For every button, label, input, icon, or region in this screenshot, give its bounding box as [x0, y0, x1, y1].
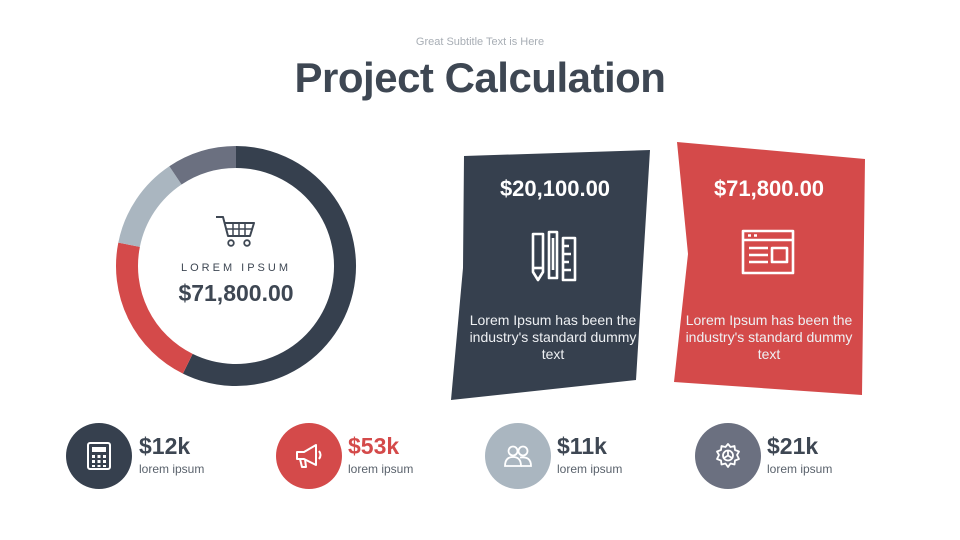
- stat-value: $53k: [348, 433, 400, 459]
- stat-label: lorem ipsum: [767, 462, 833, 476]
- page-title: Project Calculation: [294, 54, 666, 101]
- donut-chart: [116, 146, 356, 386]
- card-red-shape: [674, 142, 865, 395]
- browser-window-icon: [741, 229, 795, 275]
- stat-value: $21k: [767, 433, 819, 459]
- users-icon: [504, 445, 532, 467]
- card-dark-amount: $20,100.00: [499, 176, 611, 201]
- card-dark-description: Lorem Ipsum has been the industry's stan…: [469, 312, 637, 362]
- donut-segment-1: [116, 242, 193, 374]
- card-red-desc-wrap: Lorem Ipsum has been the industry's stan…: [682, 312, 856, 363]
- stat-label: lorem ipsum: [348, 462, 414, 476]
- card-dark: $20,100.00: [460, 176, 650, 202]
- donut-segment-3: [169, 146, 237, 185]
- stat-value: $11k: [557, 433, 607, 459]
- card-red: $71,800.00: [680, 176, 858, 202]
- donut-segment-0: [182, 146, 356, 386]
- stat-label: lorem ipsum: [139, 462, 205, 476]
- megaphone-icon: [296, 444, 322, 468]
- gear-icon: [716, 443, 740, 468]
- card-dark-desc-wrap: Lorem Ipsum has been the industry's stan…: [462, 312, 644, 363]
- shopping-cart-icon: [216, 216, 255, 247]
- donut-value: $71,800.00: [178, 280, 294, 306]
- card-red-description: Lorem Ipsum has been the industry's stan…: [685, 312, 853, 362]
- card-red-amount: $71,800.00: [713, 176, 825, 201]
- stat-circle-gear: [695, 423, 761, 489]
- stat-circle-megaphone: [276, 423, 342, 489]
- donut-segment-2: [118, 166, 182, 248]
- stat-label: lorem ipsum: [557, 462, 623, 476]
- stat-circle-users: [485, 423, 551, 489]
- donut-center: LOREM IPSUM $71,800.00: [112, 142, 360, 390]
- card-dark-shape: [451, 150, 650, 400]
- donut-label: LOREM IPSUM: [180, 262, 291, 274]
- calculator-icon: [87, 442, 111, 470]
- stat-value: $12k: [139, 433, 191, 459]
- stat-circle-calculator: [66, 423, 132, 489]
- ruler-pencil-icon: [531, 230, 577, 282]
- page-subtitle: Great Subtitle Text is Here: [415, 36, 545, 48]
